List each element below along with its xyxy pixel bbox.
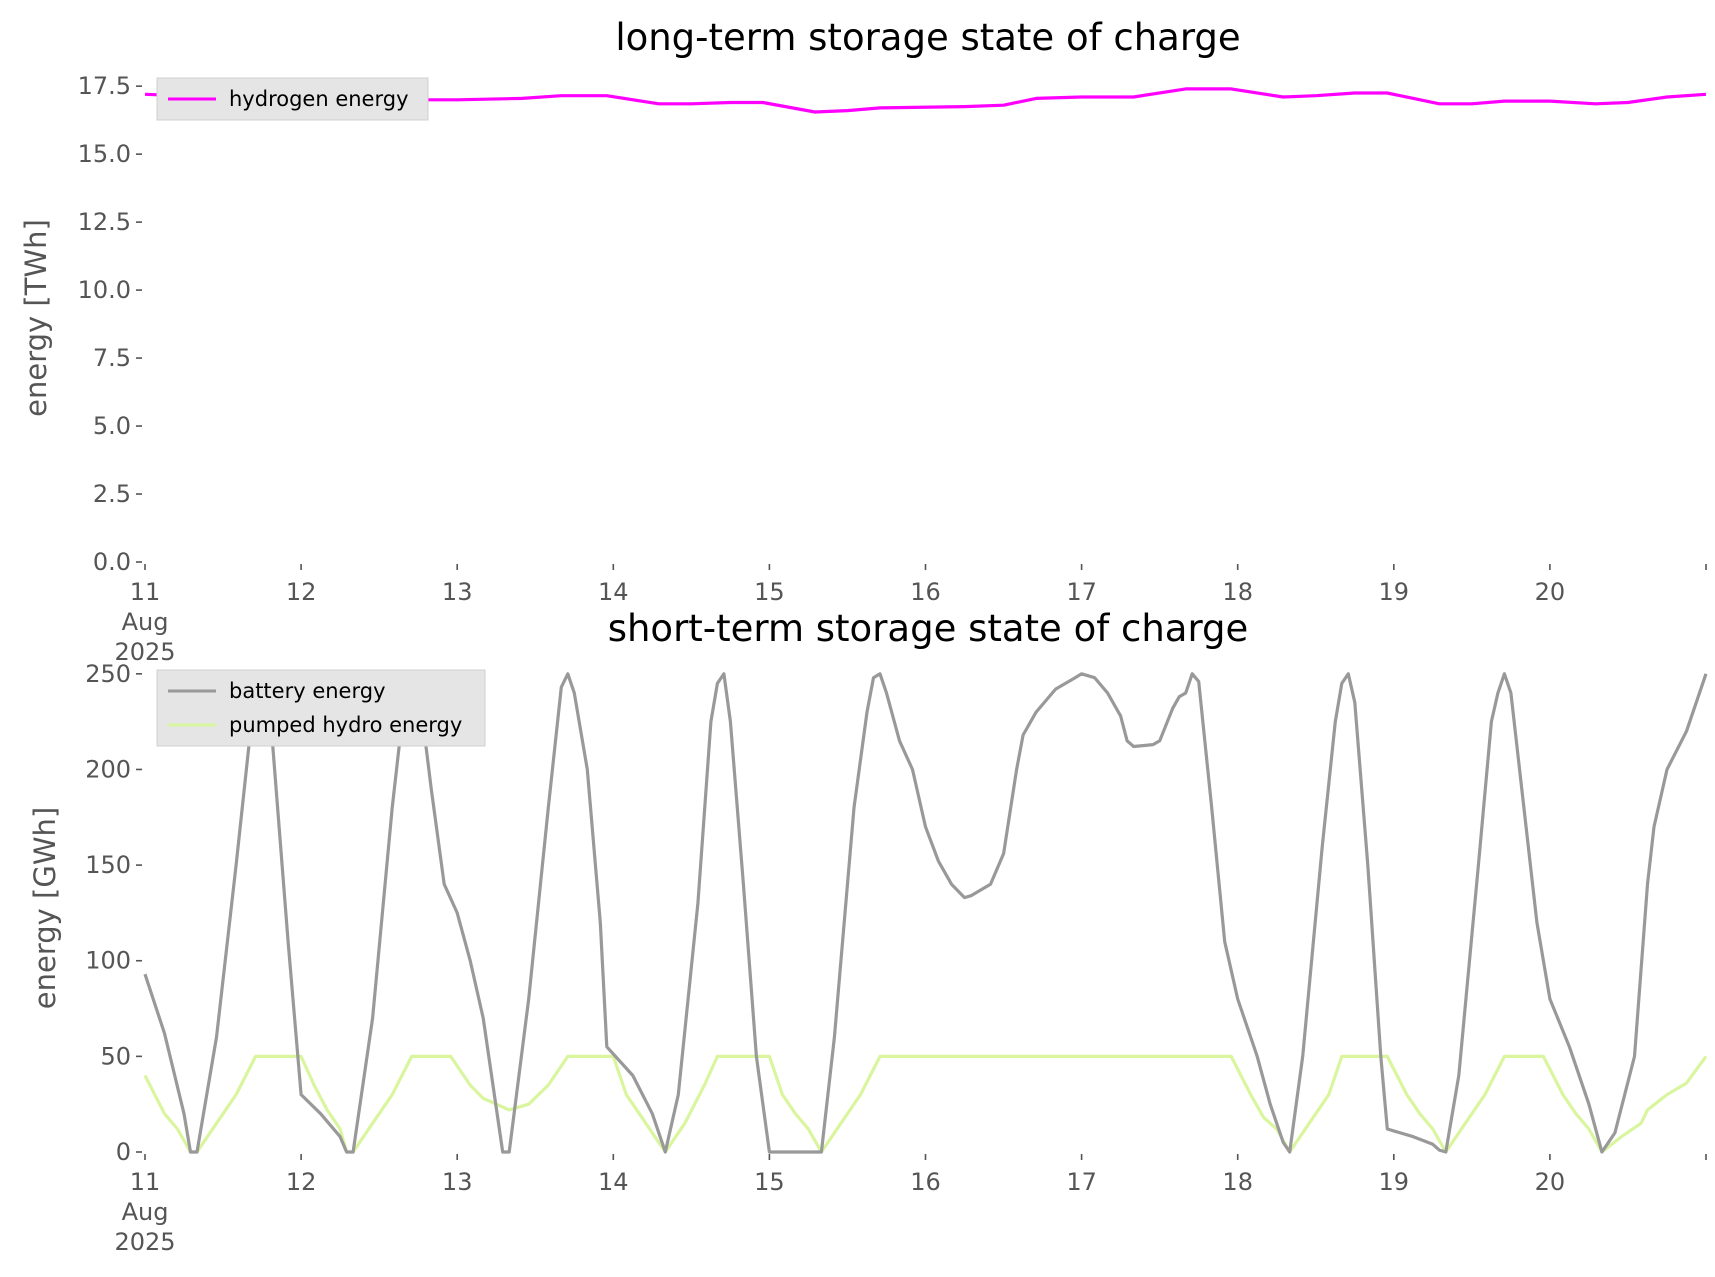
x-tick-label: 13: [442, 578, 473, 606]
series-line-pumped-hydro-energy: [143, 1054, 1708, 1154]
x-tick-label: 15: [754, 578, 785, 606]
legend-label-pumped-hydro: pumped hydro energy: [229, 713, 462, 737]
x-tick-label: 16: [910, 1168, 941, 1196]
x-tick-label: 12: [286, 578, 317, 606]
x-tick-label: 14: [598, 578, 629, 606]
long-term-y-axis-label: energy [TWh]: [19, 219, 53, 417]
x-tick-label: 19: [1379, 578, 1410, 606]
y-tick-label: 200: [85, 755, 131, 783]
legend-label-hydrogen: hydrogen energy: [229, 87, 409, 111]
short-term-y-ticks: 0 50 100 150 200 250: [85, 660, 142, 1166]
x-tick-label: 17: [1066, 578, 1097, 606]
y-tick-label: 7.5: [93, 344, 131, 372]
y-tick-label: 100: [85, 947, 131, 975]
x-tick-label: 17: [1066, 1168, 1097, 1196]
long-term-chart-title: long-term storage state of charge: [615, 16, 1240, 59]
x-tick-label: 11 Aug 2025: [114, 578, 175, 666]
y-tick-label: 0: [116, 1138, 131, 1166]
long-term-x-ticks: 11 Aug 2025 12 13 14 15 16 17 18 19 20: [114, 564, 1707, 666]
x-tick-label: 18: [1222, 578, 1253, 606]
long-term-storage-chart: long-term storage state of charge energy…: [19, 16, 1707, 666]
y-tick-label: 15.0: [78, 140, 131, 168]
y-tick-label: 150: [85, 851, 131, 879]
y-tick-label: 2.5: [93, 480, 131, 508]
x-tick-label: 12: [286, 1168, 317, 1196]
x-tick-label: 20: [1535, 578, 1566, 606]
y-tick-label: 12.5: [78, 208, 131, 236]
y-tick-label: 50: [100, 1042, 131, 1070]
y-tick-label: 250: [85, 660, 131, 688]
x-tick-label: 18: [1222, 1168, 1253, 1196]
x-tick-label: 20: [1535, 1168, 1566, 1196]
x-tick-label: 11 Aug 2025: [114, 1168, 175, 1256]
y-tick-label: 17.5: [78, 72, 131, 100]
short-term-storage-chart: short-term storage state of charge energ…: [28, 607, 1708, 1256]
long-term-legend: hydrogen energy: [156, 77, 429, 121]
short-term-x-ticks: 11 Aug 2025 12 13 14 15 16 17 18 19 20: [114, 1154, 1707, 1256]
x-tick-label: 16: [910, 578, 941, 606]
x-tick-label: 15: [754, 1168, 785, 1196]
short-term-chart-title: short-term storage state of charge: [608, 607, 1249, 650]
y-tick-label: 0.0: [93, 548, 131, 576]
x-tick-label: 13: [442, 1168, 473, 1196]
x-tick-label: 19: [1379, 1168, 1410, 1196]
y-tick-label: 10.0: [78, 276, 131, 304]
x-tick-label: 14: [598, 1168, 629, 1196]
long-term-y-ticks: 0.0 2.5 5.0 7.5 10.0 12.5 15.0 17.5: [78, 72, 142, 576]
short-term-y-axis-label: energy [GWh]: [28, 807, 62, 1009]
legend-box: [156, 669, 486, 747]
y-tick-label: 5.0: [93, 412, 131, 440]
short-term-legend: battery energy pumped hydro energy: [156, 669, 486, 747]
legend-label-battery: battery energy: [229, 679, 386, 703]
